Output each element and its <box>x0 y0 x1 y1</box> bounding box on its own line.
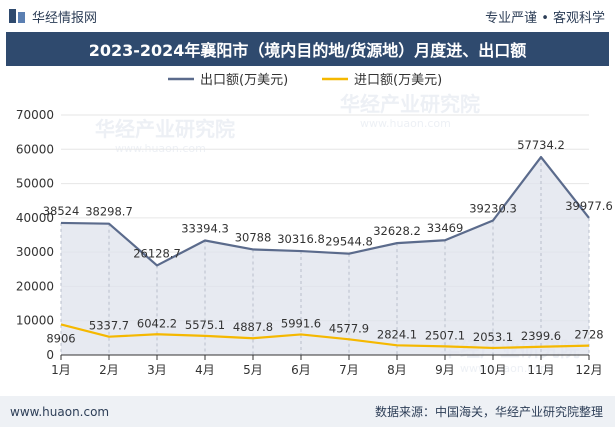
export-data-label: 38298.7 <box>85 205 133 219</box>
export-data-label: 57734.2 <box>517 138 565 152</box>
watermark-text: 华经产业研究院 <box>340 92 480 116</box>
data-source: 数据来源：中国海关，华经产业研究院整理 <box>374 405 603 419</box>
import-data-label: 6042.2 <box>137 316 177 330</box>
import-data-label: 4577.9 <box>329 321 369 335</box>
y-tick-label: 30000 <box>16 245 54 259</box>
brand[interactable]: 华经情报网 <box>8 7 97 26</box>
watermark-url: www.huaon.com <box>115 142 206 155</box>
import-data-label: 2507.1 <box>425 328 465 342</box>
import-data-label: 5337.7 <box>89 319 129 333</box>
y-tick-label: 10000 <box>16 314 54 328</box>
export-data-label: 33469 <box>427 221 464 235</box>
export-data-label: 32628.2 <box>373 224 421 238</box>
tagline: 专业严谨 • 客观科学 <box>485 10 605 26</box>
export-data-label: 29544.8 <box>325 235 373 249</box>
export-data-label: 38524 <box>43 204 80 218</box>
top-bar: 华经情报网 专业严谨 • 客观科学 <box>0 0 615 32</box>
chart-title-bar: 2023-2024年襄阳市（境内目的地/货源地）月度进、出口额 <box>6 32 609 66</box>
x-tick-label: 1月 <box>51 363 71 377</box>
export-data-label: 26128.7 <box>133 246 181 260</box>
footer: www.huaon.com 数据来源：中国海关，华经产业研究院整理 <box>0 396 615 427</box>
watermark-url: www.huaon.com <box>460 362 551 375</box>
import-data-label: 4887.8 <box>233 320 273 334</box>
legend-label-0: 出口额(万美元) <box>200 73 288 88</box>
import-data-label: 8906 <box>46 331 75 345</box>
import-data-label: 2728 <box>574 328 603 342</box>
watermark: 华经产业研究院www.huaon.com华经产业研究院www.huaon.com… <box>95 92 580 375</box>
import-data-label: 5575.1 <box>185 318 225 332</box>
x-tick-label: 5月 <box>243 363 263 377</box>
y-tick-label: 20000 <box>16 279 54 293</box>
export-data-label: 39230.3 <box>469 201 517 215</box>
y-tick-label: 60000 <box>16 142 54 156</box>
brand-name: 华经情报网 <box>32 10 98 26</box>
watermark-text: 华经产业研究院 <box>95 117 235 141</box>
export-data-label: 30788 <box>235 230 272 244</box>
x-tick-label: 2月 <box>99 363 119 377</box>
legend: 出口额(万美元) 进口额(万美元) <box>168 73 442 88</box>
export-area <box>61 157 589 355</box>
y-tick-label: 0 <box>46 348 54 362</box>
x-tick-label: 10月 <box>479 363 506 377</box>
export-data-label: 39977.6 <box>565 199 613 213</box>
brand-logo-icon <box>9 9 25 23</box>
y-tick-label: 50000 <box>16 177 54 191</box>
x-tick-label: 8月 <box>387 363 407 377</box>
x-tick-label: 3月 <box>147 363 167 377</box>
y-tick-label: 70000 <box>16 108 54 122</box>
line-chart: 华经产业研究院www.huaon.com华经产业研究院www.huaon.com… <box>16 73 613 377</box>
y-tick-label: 40000 <box>16 211 54 225</box>
footer-url[interactable]: www.huaon.com <box>10 404 110 419</box>
series-line-export <box>60 155 590 267</box>
import-data-label: 2053.1 <box>473 330 513 344</box>
x-tick-label: 9月 <box>435 363 455 377</box>
export-data-label: 30316.8 <box>277 232 325 246</box>
series-lines <box>60 155 590 350</box>
x-tick-label: 6月 <box>291 363 311 377</box>
export-data-label: 33394.3 <box>181 222 229 236</box>
x-tick-label: 12月 <box>575 363 602 377</box>
x-tick-label: 4月 <box>195 363 215 377</box>
chart-title: 2023-2024年襄阳市（境内目的地/货源地）月度进、出口额 <box>88 41 527 60</box>
import-data-label: 2399.6 <box>521 329 561 343</box>
x-tick-label: 7月 <box>339 363 359 377</box>
export-area-fill <box>60 157 590 355</box>
series-line-import <box>60 323 590 350</box>
watermark-url: www.huaon.com <box>360 117 451 130</box>
legend-label-1: 进口额(万美元) <box>354 73 442 88</box>
import-data-label: 2824.1 <box>377 327 417 341</box>
import-data-label: 5991.6 <box>281 316 321 330</box>
x-tick-label: 11月 <box>527 363 554 377</box>
axes: 0 10000 20000 30000 40000 50000 60000 70000 1月 2月… <box>16 108 603 377</box>
